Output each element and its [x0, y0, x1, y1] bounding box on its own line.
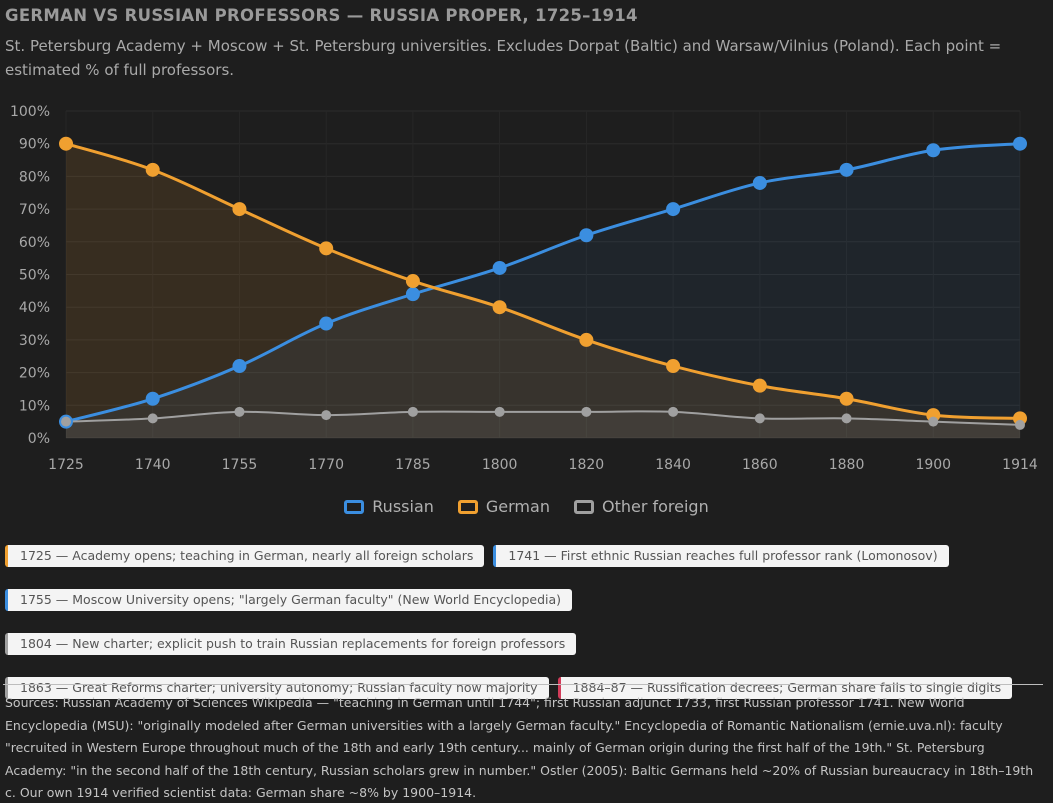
x-tick-label: 1770	[308, 457, 344, 473]
y-tick-label: 70%	[19, 202, 50, 218]
legend-label-other-foreign: Other foreign	[601, 497, 709, 516]
point-other-foreign-1880[interactable]	[841, 413, 852, 424]
event-tag-1863: 1863 — Great Reforms charter; university…	[5, 677, 549, 699]
point-russian-1860[interactable]	[752, 175, 767, 190]
y-tick-label: 0%	[28, 431, 50, 447]
point-russian-1914[interactable]	[1013, 136, 1027, 151]
point-russian-1755[interactable]	[232, 359, 247, 374]
x-tick-label: 1725	[48, 457, 84, 473]
x-tick-label: 1755	[222, 457, 258, 473]
chart-areas	[66, 143, 1020, 438]
point-russian-1900[interactable]	[926, 143, 941, 158]
page-title: GERMAN VS RUSSIAN PROFESSORS — RUSSIA PR…	[5, 6, 638, 25]
y-tick-label: 90%	[19, 137, 50, 153]
legend-item-russian[interactable]: Russian	[344, 497, 434, 516]
sources-divider	[3, 684, 1043, 685]
point-german-1800[interactable]	[492, 300, 507, 315]
legend-label-german: German	[485, 497, 550, 516]
x-axis-ticks: 1725 1740 1755 1770 1785 1800 1820 1840 1860 1880…	[48, 457, 1038, 473]
legend-item-other-foreign[interactable]: Other foreign	[573, 497, 709, 516]
chart-points	[59, 136, 1027, 430]
legend-swatch-other-foreign	[573, 499, 594, 514]
y-tick-label: 20%	[19, 366, 50, 382]
chart-grid	[65, 110, 1021, 439]
point-other-foreign-1785[interactable]	[407, 406, 418, 417]
point-russian-1840[interactable]	[666, 202, 681, 217]
point-other-foreign-1914[interactable]	[1015, 419, 1025, 430]
legend-item-german[interactable]: German	[457, 497, 550, 516]
chart-legend: Russian German Other foreign	[0, 497, 1053, 516]
point-other-foreign-1840[interactable]	[668, 406, 679, 417]
legend-swatch-russian	[344, 499, 365, 514]
point-german-1770[interactable]	[319, 241, 334, 256]
point-russian-1770[interactable]	[319, 316, 334, 331]
point-german-1755[interactable]	[232, 202, 247, 217]
point-german-1740[interactable]	[145, 162, 160, 177]
x-tick-label: 1740	[135, 457, 171, 473]
x-tick-label: 1785	[395, 457, 431, 473]
y-tick-label: 40%	[19, 300, 50, 316]
chart-lines	[65, 142, 1021, 426]
y-tick-label: 10%	[19, 398, 50, 414]
point-german-1840[interactable]	[666, 359, 681, 374]
y-tick-label: 100%	[10, 104, 50, 120]
point-other-foreign-1860[interactable]	[754, 413, 765, 424]
point-german-1785[interactable]	[405, 274, 420, 289]
point-russian-1800[interactable]	[492, 260, 507, 275]
line-chart: 0%10%20%30%40%50%60%70%80%90%100% 1725 17…	[10, 104, 1038, 473]
x-tick-label: 1820	[569, 457, 605, 473]
y-tick-label: 50%	[19, 268, 50, 284]
y-tick-label: 80%	[19, 169, 50, 185]
point-other-foreign-1725[interactable]	[61, 416, 71, 427]
line-other-foreign	[65, 410, 1021, 426]
event-annotations: 1725 — Academy opens; teaching in German…	[5, 545, 1045, 699]
point-russian-1820[interactable]	[579, 228, 594, 243]
point-other-foreign-1820[interactable]	[581, 406, 592, 417]
area-other-foreign	[66, 411, 1020, 438]
point-other-foreign-1800[interactable]	[494, 406, 505, 417]
point-other-foreign-1740[interactable]	[147, 413, 158, 424]
x-tick-label: 1840	[655, 457, 691, 473]
legend-label-russian: Russian	[372, 497, 434, 516]
x-tick-label: 1900	[915, 457, 951, 473]
x-tick-label: 1880	[829, 457, 865, 473]
event-tag-1741: 1741 — First ethnic Russian reaches full…	[493, 545, 949, 567]
point-german-1820[interactable]	[579, 332, 594, 347]
point-german-1725[interactable]	[59, 136, 73, 151]
page-subtitle: St. Petersburg Academy + Moscow + St. Pe…	[5, 37, 1002, 79]
x-tick-label: 1860	[742, 457, 778, 473]
event-tag-1725: 1725 — Academy opens; teaching in German…	[5, 545, 485, 567]
event-tag-1804: 1804 — New charter; explicit push to tra…	[5, 633, 577, 655]
line-russian	[65, 142, 1021, 424]
x-tick-label: 1800	[482, 457, 518, 473]
point-german-1860[interactable]	[752, 378, 767, 393]
event-tag-1884: 1884–87 — Russification decrees; German …	[557, 677, 1013, 699]
x-tick-label: 1914	[1002, 457, 1038, 473]
sources-text: Sources: Russian Academy of Sciences Wik…	[5, 695, 1034, 800]
point-german-1880[interactable]	[839, 391, 854, 406]
y-tick-label: 60%	[19, 235, 50, 251]
event-tag-1755: 1755 — Moscow University opens; "largely…	[5, 589, 573, 611]
legend-swatch-german	[457, 499, 478, 514]
area-russian	[66, 143, 1020, 438]
point-other-foreign-1770[interactable]	[321, 410, 332, 421]
point-other-foreign-1900[interactable]	[928, 416, 939, 427]
y-axis-ticks: 0% 10% 20% 30% 40% 50% 60% 70% 80% 90% 100%	[10, 104, 50, 447]
point-russian-1880[interactable]	[839, 162, 854, 177]
line-german	[65, 142, 1021, 420]
point-russian-1740[interactable]	[145, 391, 160, 406]
area-german	[66, 143, 1020, 438]
point-russian-1785[interactable]	[405, 287, 420, 302]
point-other-foreign-1755[interactable]	[234, 406, 245, 417]
y-tick-label: 30%	[19, 333, 50, 349]
